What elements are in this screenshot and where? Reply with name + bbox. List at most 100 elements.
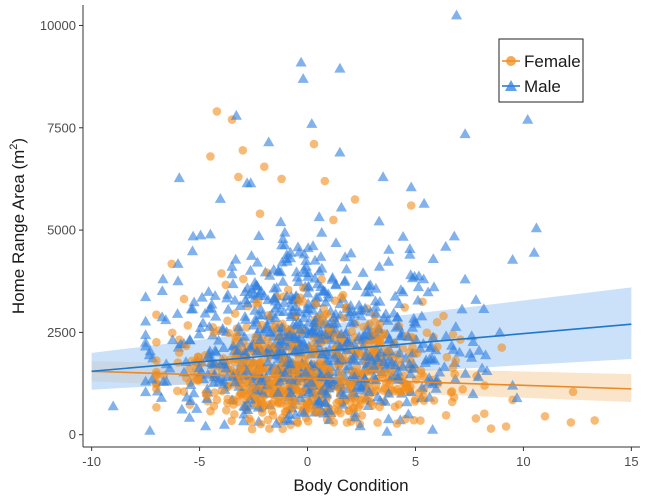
male-point bbox=[368, 360, 380, 370]
male-point bbox=[397, 286, 409, 297]
female-point bbox=[237, 379, 247, 389]
male-point bbox=[345, 300, 357, 310]
legend-male-label: Male bbox=[524, 77, 561, 96]
female-point bbox=[244, 414, 254, 423]
female-point bbox=[206, 152, 215, 161]
male-point bbox=[226, 260, 238, 271]
male-point bbox=[230, 109, 242, 120]
male-point bbox=[357, 267, 369, 277]
male-point bbox=[397, 231, 409, 241]
male-point bbox=[364, 279, 376, 290]
female-point bbox=[222, 406, 231, 415]
male-point bbox=[447, 344, 459, 354]
female-point bbox=[383, 346, 393, 355]
male-point bbox=[140, 329, 152, 340]
male-point bbox=[285, 311, 297, 321]
female-point bbox=[278, 413, 287, 423]
male-point bbox=[370, 301, 382, 312]
female-point bbox=[212, 107, 222, 116]
male-point bbox=[434, 366, 446, 377]
female-point bbox=[234, 172, 243, 182]
male-point bbox=[204, 303, 216, 314]
male-point bbox=[312, 278, 324, 289]
female-point bbox=[486, 424, 496, 433]
female-point bbox=[329, 215, 338, 225]
male-point bbox=[300, 366, 312, 377]
male-point bbox=[195, 229, 207, 240]
female-point bbox=[447, 387, 457, 396]
male-point bbox=[334, 146, 346, 157]
male-point bbox=[315, 251, 327, 261]
female-point bbox=[370, 317, 379, 327]
male-point bbox=[255, 375, 268, 385]
male-point bbox=[349, 354, 361, 365]
male-point bbox=[286, 305, 299, 315]
y-tick-label: 0 bbox=[69, 427, 76, 442]
male-point bbox=[140, 375, 152, 386]
male-point bbox=[196, 366, 208, 377]
male-point bbox=[359, 302, 371, 313]
female-point bbox=[253, 298, 263, 307]
legend-male-marker bbox=[505, 80, 517, 91]
male-point bbox=[405, 181, 417, 192]
female-point bbox=[441, 411, 451, 420]
female-point bbox=[350, 195, 360, 204]
male-point bbox=[176, 403, 188, 414]
male-point bbox=[303, 386, 315, 396]
male-point bbox=[204, 228, 216, 239]
male-point bbox=[345, 247, 357, 258]
female-point bbox=[480, 409, 489, 419]
male-point bbox=[298, 263, 310, 274]
female-point bbox=[386, 367, 395, 377]
male-point bbox=[404, 248, 416, 259]
y-ticks: 0 2500 5000 7500 10000 bbox=[40, 18, 83, 442]
male-point bbox=[393, 298, 405, 309]
female-point bbox=[395, 388, 404, 397]
male-point bbox=[320, 329, 332, 340]
female-point bbox=[310, 390, 319, 399]
male-point bbox=[530, 222, 542, 233]
female-point bbox=[234, 397, 243, 407]
male-point bbox=[140, 291, 152, 302]
male-point bbox=[450, 321, 462, 331]
female-point bbox=[223, 394, 232, 404]
female-point bbox=[256, 419, 266, 429]
female-point bbox=[267, 406, 277, 416]
male-point bbox=[321, 368, 334, 379]
female-point bbox=[402, 381, 412, 391]
male-point bbox=[363, 386, 375, 396]
male-point bbox=[418, 273, 430, 284]
male-point bbox=[381, 425, 393, 436]
female-point bbox=[237, 363, 246, 373]
male-point bbox=[410, 334, 422, 344]
male-point bbox=[470, 294, 482, 304]
male-point bbox=[349, 308, 361, 319]
male-point bbox=[481, 365, 493, 375]
male-point bbox=[140, 386, 152, 397]
male-point bbox=[241, 177, 253, 188]
male-point bbox=[370, 282, 382, 293]
male-point bbox=[185, 379, 197, 389]
male-point bbox=[241, 282, 253, 293]
male-point bbox=[203, 321, 215, 331]
female-point bbox=[230, 309, 240, 318]
female-point bbox=[152, 337, 161, 347]
male-point bbox=[313, 211, 325, 222]
male-point bbox=[244, 342, 256, 352]
x-tick-label: -10 bbox=[82, 454, 101, 469]
male-point bbox=[302, 280, 314, 291]
male-point bbox=[231, 345, 243, 356]
male-point bbox=[188, 387, 200, 398]
male-point bbox=[218, 342, 230, 352]
male-point bbox=[202, 350, 214, 361]
male-point bbox=[391, 311, 403, 322]
male-point bbox=[459, 128, 471, 139]
male-point bbox=[157, 376, 169, 386]
legend-female-label: Female bbox=[524, 52, 581, 71]
x-axis-label: Body Condition bbox=[293, 476, 408, 495]
male-point bbox=[238, 415, 250, 426]
male-point bbox=[408, 312, 420, 323]
female-point bbox=[236, 389, 245, 398]
female-point bbox=[329, 418, 339, 427]
female-point bbox=[429, 396, 439, 405]
